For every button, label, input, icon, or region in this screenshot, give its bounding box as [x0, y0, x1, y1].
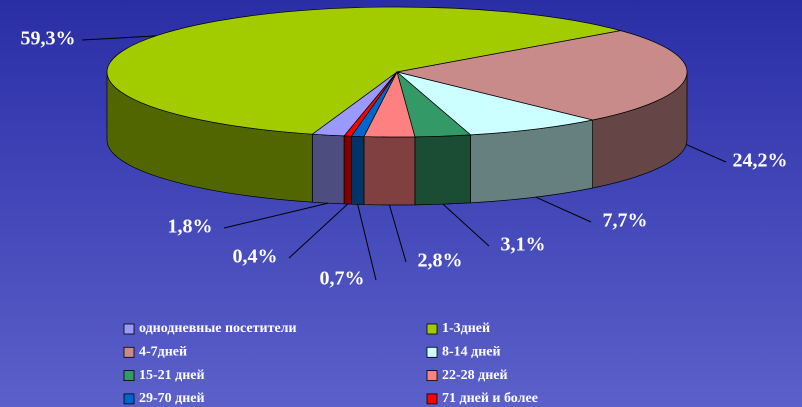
legend-swatch	[123, 393, 135, 405]
pie-side	[350, 135, 365, 205]
data-label: 0,7%	[320, 268, 365, 290]
legend: однодневные посетители 1-3дней 4-7дней 8-14…	[123, 321, 538, 406]
pie-slice	[396, 30, 688, 121]
pie-side	[343, 135, 352, 205]
legend-swatch	[123, 346, 135, 358]
legend-label: 1-3дней	[442, 321, 490, 336]
legend-swatch	[123, 370, 135, 382]
data-label: 59,3%	[21, 28, 76, 50]
data-label: 3,1%	[501, 234, 546, 256]
leader-line	[686, 144, 727, 163]
pie	[106, 6, 688, 206]
legend-swatch	[123, 323, 135, 335]
legend-label: однодневные посетители	[139, 321, 297, 336]
pie-slice	[396, 71, 593, 136]
legend-label: 29-70 дней	[139, 391, 205, 406]
leader-line	[288, 203, 349, 259]
data-label: 0,4%	[233, 246, 278, 268]
data-label: 2,8%	[418, 250, 463, 272]
legend-swatch	[426, 346, 438, 358]
leader-line	[81, 35, 156, 41]
leader-line	[442, 203, 490, 247]
legend-swatch	[426, 393, 438, 405]
pie-side	[414, 134, 471, 206]
labels: 1,8% 59,3% 24,2% 7,7% 3,1% 2,8% 0,7% 0,4%	[21, 28, 788, 290]
data-label: 7,7%	[603, 210, 648, 232]
data-label: 24,2%	[733, 150, 788, 172]
legend-swatch	[426, 370, 438, 382]
legend-label: 8-14 дней	[442, 345, 501, 360]
pie-side	[311, 133, 345, 205]
pie-slice	[343, 71, 398, 137]
legend-label: 22-28 дней	[442, 368, 508, 383]
data-label: 1,8%	[168, 216, 213, 238]
pie-side	[363, 136, 416, 206]
leader-line	[535, 196, 592, 223]
leader-line	[388, 204, 407, 263]
pie-slice	[106, 6, 621, 135]
legend-label: 71 дней и более	[442, 391, 538, 406]
legend-swatch	[426, 323, 438, 335]
legend-label: 4-7дней	[139, 345, 187, 360]
legend-label: 15-21 дней	[139, 368, 205, 383]
leader-line	[357, 204, 377, 281]
leader-line	[223, 202, 329, 229]
